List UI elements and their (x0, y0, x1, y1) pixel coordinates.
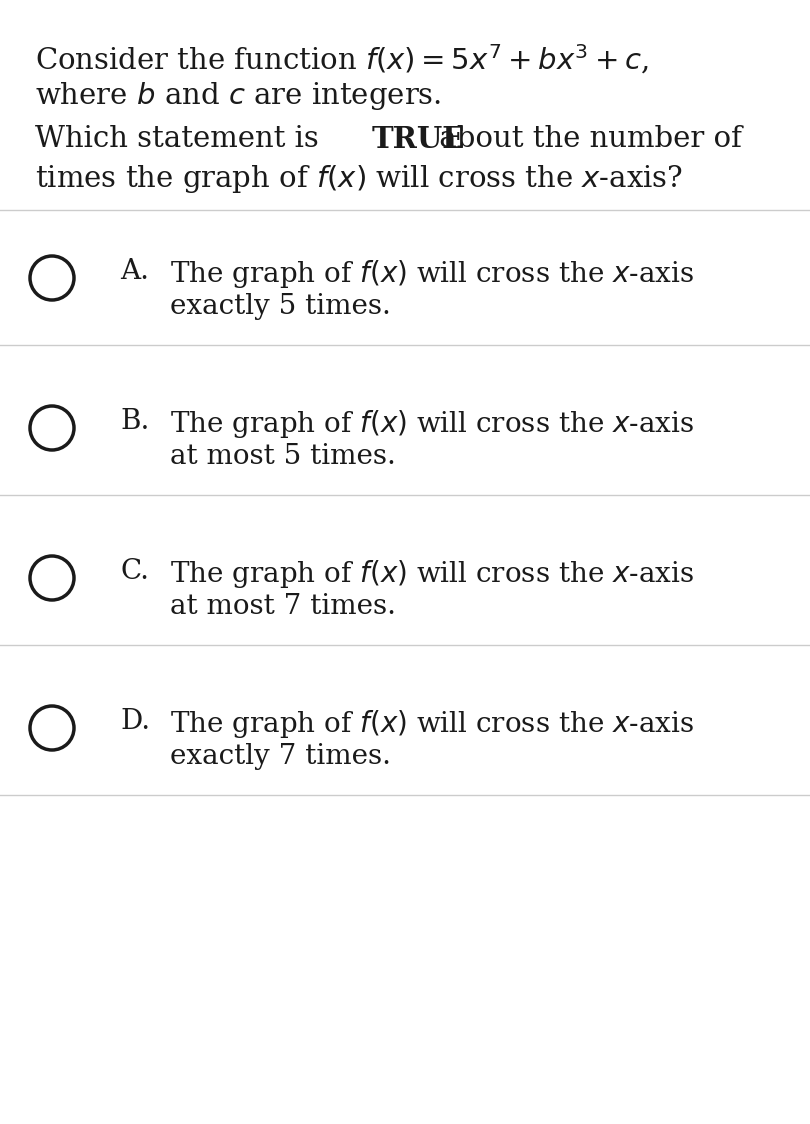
Text: C.: C. (120, 558, 149, 584)
Text: exactly 5 times.: exactly 5 times. (170, 293, 391, 320)
Text: The graph of $f(x)$ will cross the $x$-axis: The graph of $f(x)$ will cross the $x$-a… (170, 558, 694, 590)
Text: The graph of $f(x)$ will cross the $x$-axis: The graph of $f(x)$ will cross the $x$-a… (170, 259, 694, 290)
Text: Which statement is: Which statement is (35, 125, 328, 153)
Text: exactly 7 times.: exactly 7 times. (170, 743, 391, 770)
Text: The graph of $f(x)$ will cross the $x$-axis: The graph of $f(x)$ will cross the $x$-a… (170, 408, 694, 439)
Text: B.: B. (120, 408, 149, 435)
Text: TRUE: TRUE (372, 125, 466, 154)
Text: at most 5 times.: at most 5 times. (170, 443, 396, 470)
Text: about the number of: about the number of (430, 125, 742, 153)
Text: A.: A. (120, 259, 149, 285)
Text: Consider the function $f(x) = 5x^7 + bx^3 + c$,: Consider the function $f(x) = 5x^7 + bx^… (35, 42, 649, 75)
Text: at most 7 times.: at most 7 times. (170, 593, 396, 620)
Text: times the graph of $f(x)$ will cross the $x$-axis?: times the graph of $f(x)$ will cross the… (35, 163, 683, 194)
Text: where $b$ and $c$ are integers.: where $b$ and $c$ are integers. (35, 80, 441, 112)
Text: The graph of $f(x)$ will cross the $x$-axis: The graph of $f(x)$ will cross the $x$-a… (170, 708, 694, 740)
Text: D.: D. (120, 708, 150, 735)
